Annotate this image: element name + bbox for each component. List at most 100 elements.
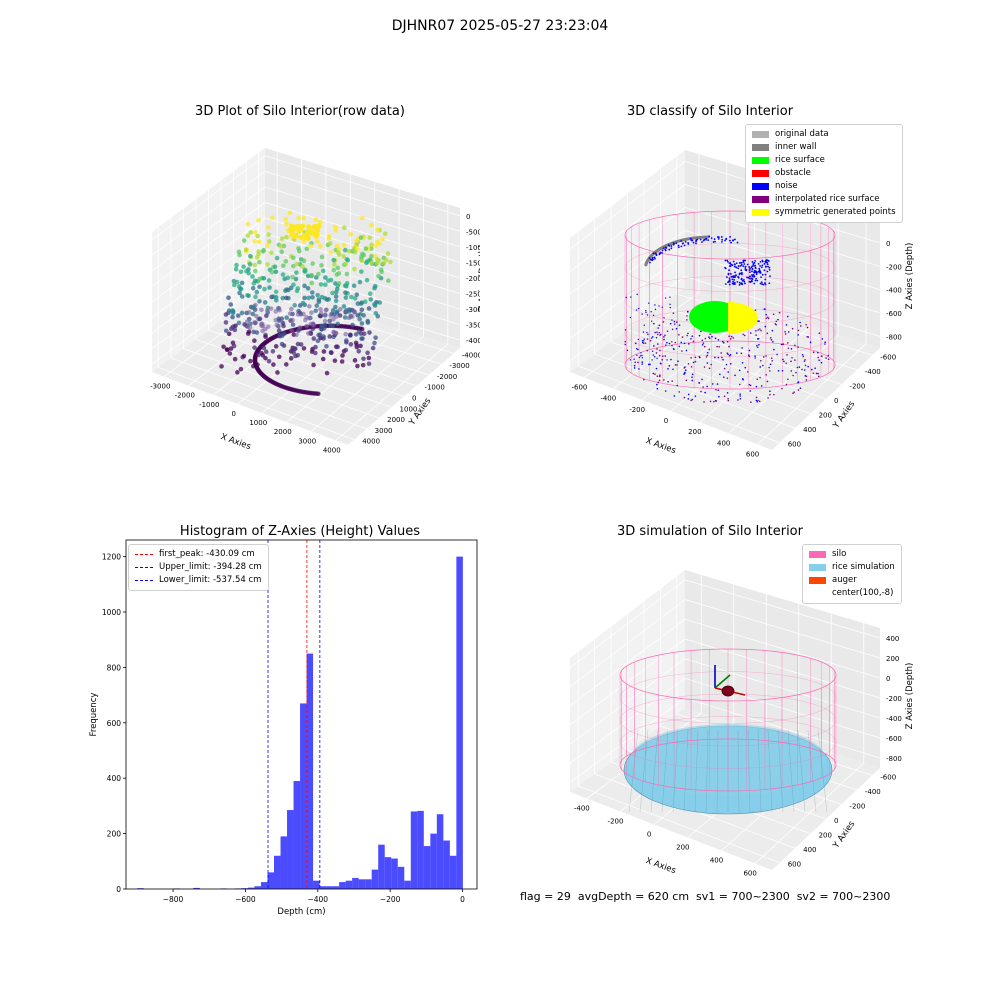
legend-label: rice surface bbox=[775, 155, 825, 165]
cls-noise-point bbox=[661, 252, 663, 254]
cls-floor-point bbox=[717, 389, 720, 392]
cls-floor-point bbox=[795, 371, 797, 374]
cls-noise-point bbox=[743, 280, 746, 283]
sim-mesh-line bbox=[716, 729, 719, 813]
cls-floor-point bbox=[735, 352, 738, 354]
cls-floor-point bbox=[797, 329, 800, 332]
cls-floor-point bbox=[705, 356, 708, 358]
cls-floor-point bbox=[674, 364, 677, 366]
legend-swatch bbox=[135, 580, 153, 581]
cls-noise-point bbox=[665, 344, 667, 346]
raw-point bbox=[369, 253, 374, 259]
raw-point bbox=[265, 308, 270, 313]
raw-point bbox=[233, 266, 239, 272]
cls-floor-point bbox=[756, 401, 759, 403]
cls-noise-point bbox=[687, 241, 690, 244]
cls-noise-point bbox=[746, 276, 748, 279]
cls-floor-point bbox=[777, 318, 779, 321]
raw-point bbox=[327, 240, 333, 246]
raw-point bbox=[353, 340, 359, 346]
cls-floor-point bbox=[772, 313, 775, 316]
cls-floor-point bbox=[704, 337, 707, 340]
cls-floor-point bbox=[743, 334, 746, 337]
raw-point bbox=[361, 331, 367, 336]
cls-y-tick: -600 bbox=[880, 353, 896, 361]
cls-floor-point bbox=[757, 337, 760, 340]
cls-floor-point bbox=[790, 348, 793, 350]
raw-point bbox=[367, 330, 372, 335]
raw-point bbox=[343, 331, 348, 337]
raw-point bbox=[237, 290, 242, 296]
raw-point bbox=[279, 236, 285, 242]
cls-floor-point bbox=[716, 345, 718, 348]
cls-noise-point bbox=[660, 333, 662, 336]
cls-floor-point bbox=[709, 400, 712, 403]
cls-noise-point bbox=[764, 282, 766, 284]
raw-point bbox=[335, 321, 341, 327]
cls-noise-point bbox=[768, 266, 771, 269]
raw-point bbox=[305, 286, 311, 291]
cls-floor-point bbox=[729, 362, 732, 365]
histogram-bar bbox=[287, 810, 294, 889]
legend-swatch bbox=[752, 196, 769, 203]
cls-noise-point bbox=[759, 282, 762, 285]
raw-point bbox=[279, 249, 285, 255]
legend-swatch bbox=[752, 209, 769, 216]
raw-point bbox=[327, 318, 333, 324]
cls-floor-point bbox=[758, 343, 760, 346]
raw-point bbox=[252, 230, 258, 235]
raw-point bbox=[298, 342, 304, 347]
cls-grid-z bbox=[569, 184, 881, 272]
raw-point bbox=[273, 317, 278, 323]
cls-floor-point bbox=[671, 328, 674, 331]
cls-floor-point bbox=[784, 333, 787, 335]
sim-y-tick: 200 bbox=[819, 832, 832, 840]
cls-floor-point bbox=[766, 380, 769, 383]
cls-floor-point bbox=[778, 311, 781, 314]
cls-floor-point bbox=[748, 354, 750, 357]
raw-point bbox=[311, 336, 317, 341]
cls-noise-point bbox=[731, 264, 734, 267]
cls-floor-point bbox=[684, 371, 686, 374]
raw-point bbox=[273, 309, 279, 314]
cls-floor-point bbox=[659, 349, 661, 352]
cls-noise-point bbox=[720, 240, 723, 243]
sim-z-tick: -200 bbox=[886, 695, 902, 703]
cls-noise-point bbox=[671, 319, 673, 321]
legend-label: Upper_limit: -394.28 cm bbox=[159, 562, 262, 572]
raw-z-tick: -3500 bbox=[466, 322, 480, 330]
cls-noise-point bbox=[734, 238, 736, 241]
raw-point bbox=[280, 295, 286, 301]
cls-floor-point bbox=[706, 354, 709, 357]
panel-classify-3d: 3D classify of Silo Interior -600 -400 -20… bbox=[550, 100, 930, 470]
sim-center-marker bbox=[721, 685, 735, 697]
raw-point bbox=[276, 318, 282, 323]
cls-floor-point bbox=[742, 333, 745, 336]
cls-noise-point bbox=[667, 244, 670, 247]
raw-point bbox=[254, 254, 260, 260]
cls-noise-point bbox=[754, 271, 757, 274]
raw-point bbox=[300, 264, 305, 269]
raw-point bbox=[341, 242, 347, 248]
histogram-bar bbox=[391, 858, 398, 889]
cls-grid-z bbox=[569, 230, 881, 317]
raw-point bbox=[244, 269, 249, 274]
histogram-bar bbox=[371, 869, 379, 889]
cls-floor-point bbox=[824, 343, 826, 345]
cls-y-tick: -200 bbox=[849, 382, 865, 390]
raw-point bbox=[324, 297, 330, 302]
cls-noise-point bbox=[658, 331, 660, 334]
cls-floor-point bbox=[756, 378, 759, 381]
raw-point bbox=[322, 322, 328, 328]
raw-point bbox=[320, 268, 326, 274]
raw-point bbox=[252, 239, 257, 244]
raw-point bbox=[367, 235, 373, 240]
cls-floor-point bbox=[805, 323, 807, 326]
cls-floor-point bbox=[762, 364, 764, 367]
cls-floor-point bbox=[701, 339, 704, 342]
cls-floor-point bbox=[723, 342, 725, 344]
cls-floor-point bbox=[725, 363, 728, 366]
cls-noise-point bbox=[740, 282, 743, 285]
raw-point bbox=[219, 364, 224, 369]
raw-point bbox=[324, 370, 330, 376]
